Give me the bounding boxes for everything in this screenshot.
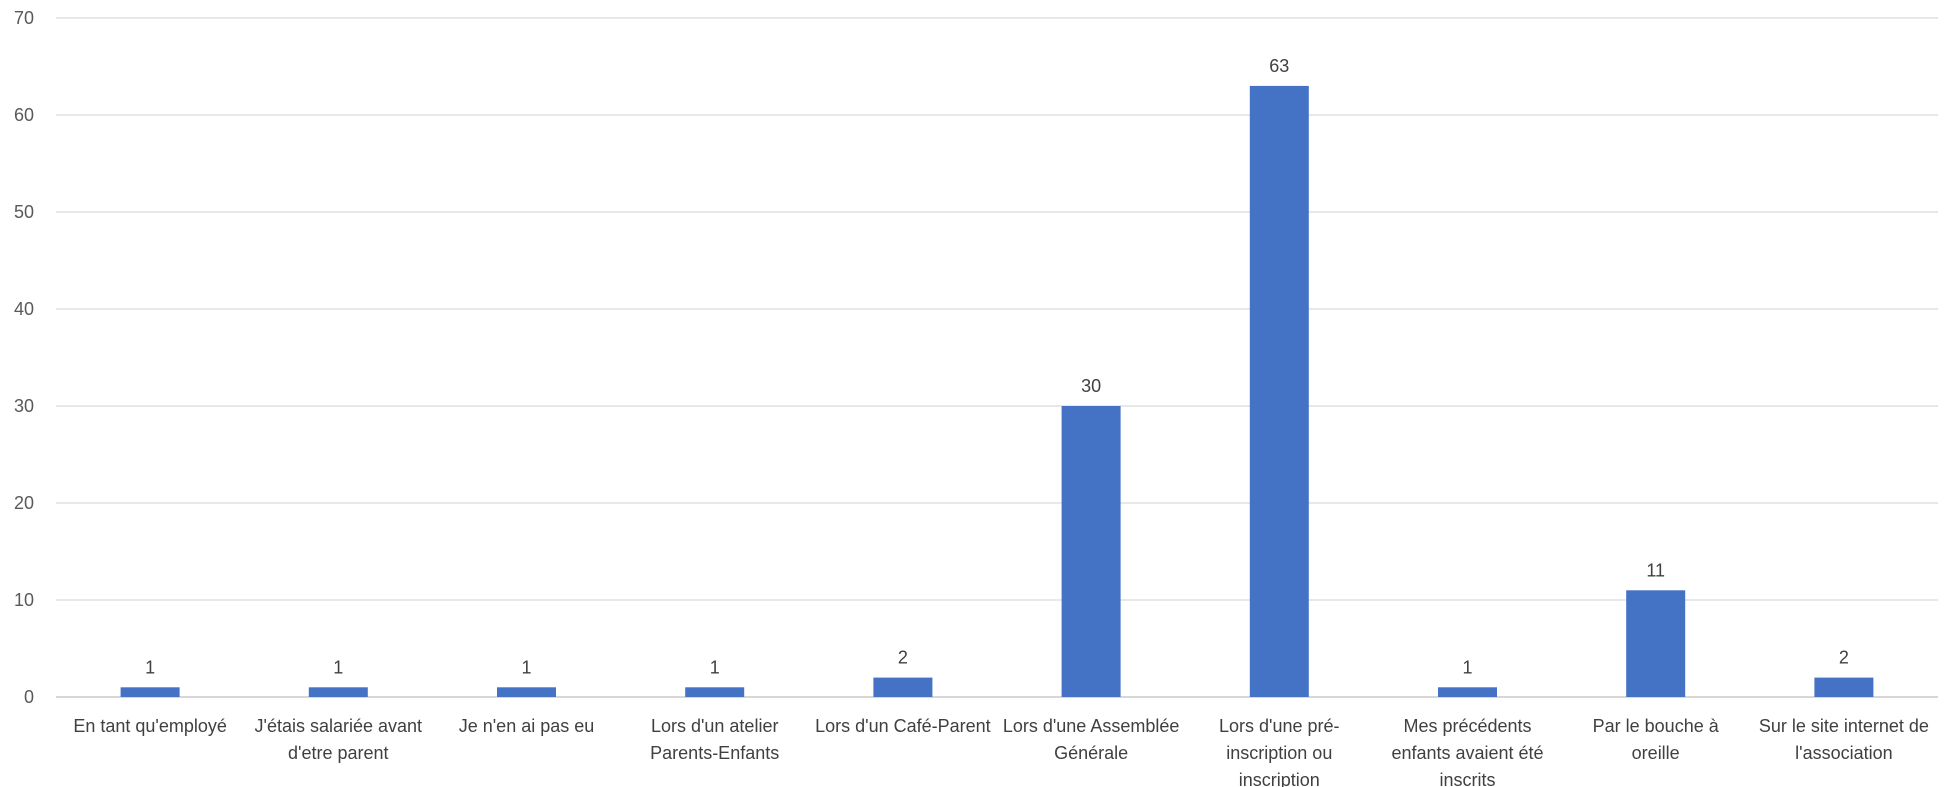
category-label: Lors d'une Assemblée Générale [1003, 716, 1180, 763]
category-label-line: Je n'en ai pas eu [459, 716, 595, 736]
category-label-line: Parents-Enfants [650, 743, 779, 763]
y-tick-label: 20 [14, 493, 34, 513]
data-label: 1 [333, 657, 343, 677]
data-label: 63 [1269, 56, 1289, 76]
category-label: Mes précédents enfants avaient été inscrit… [1391, 716, 1543, 787]
category-label-line: Générale [1054, 743, 1128, 763]
bar [1626, 590, 1686, 697]
category-label-line: inscrits [1439, 770, 1495, 787]
category-label-line: inscription ou [1226, 743, 1332, 763]
category-label-line: Mes précédents [1403, 716, 1531, 736]
category-label: Lors d'une pré-inscription ou inscription [1219, 716, 1340, 787]
data-label: 1 [710, 657, 720, 677]
bar [1061, 406, 1121, 697]
category-label-line: l'association [1795, 743, 1893, 763]
category-label: Lors d'un Café-Parent [815, 716, 991, 736]
category-label-line: inscription [1239, 770, 1320, 787]
category-label-line: Lors d'une Assemblée [1003, 716, 1180, 736]
y-tick-label: 70 [14, 8, 34, 28]
category-label-line: Lors d'un atelier [651, 716, 779, 736]
data-label: 2 [898, 648, 908, 668]
bar [685, 687, 745, 697]
y-tick-label: 50 [14, 202, 34, 222]
bar [308, 687, 368, 697]
bar [873, 677, 933, 697]
bar [1438, 687, 1497, 697]
category-label: Lors d'un atelier Parents-Enfants [650, 716, 779, 763]
category-label: Je n'en ai pas eu [459, 716, 595, 736]
data-label: 11 [1646, 560, 1665, 580]
data-label: 2 [1839, 648, 1849, 668]
y-axis-tick-labels: 0 10 20 30 40 50 60 70 [14, 8, 34, 707]
category-label-line: enfants avaient été [1391, 743, 1543, 763]
bars [120, 85, 1874, 697]
data-label: 1 [1462, 657, 1472, 677]
category-label-line: oreille [1632, 743, 1680, 763]
y-tick-label: 10 [14, 590, 34, 610]
category-label: En tant qu'employé [73, 716, 227, 736]
category-label-line: En tant qu'employé [73, 716, 227, 736]
category-label: Sur le site internet de l'association [1759, 716, 1929, 763]
bar [120, 687, 180, 697]
y-tick-label: 0 [24, 687, 34, 707]
category-label-line: Lors d'une pré- [1219, 716, 1340, 736]
category-label-line: J'étais salariée avant [255, 716, 423, 736]
data-label: 1 [521, 657, 531, 677]
bar [1249, 85, 1309, 697]
category-label-line: Sur le site internet de [1759, 716, 1929, 736]
data-label: 30 [1081, 376, 1101, 396]
y-tick-label: 30 [14, 396, 34, 416]
y-tick-label: 60 [14, 105, 34, 125]
category-label-line: d'etre parent [288, 743, 389, 763]
category-label: J'étais salariée avant d'etre parent [255, 716, 423, 763]
category-label-line: Lors d'un Café-Parent [815, 716, 991, 736]
category-label: Par le bouche à oreille [1593, 716, 1720, 763]
category-label-line: Par le bouche à [1593, 716, 1720, 736]
x-axis-category-labels: En tant qu'employé J'étais salariée avant… [73, 716, 1929, 787]
y-tick-label: 40 [14, 299, 34, 319]
bar [497, 687, 556, 697]
bar [1814, 677, 1874, 697]
data-label: 1 [145, 657, 155, 677]
gridlines [56, 17, 1938, 698]
